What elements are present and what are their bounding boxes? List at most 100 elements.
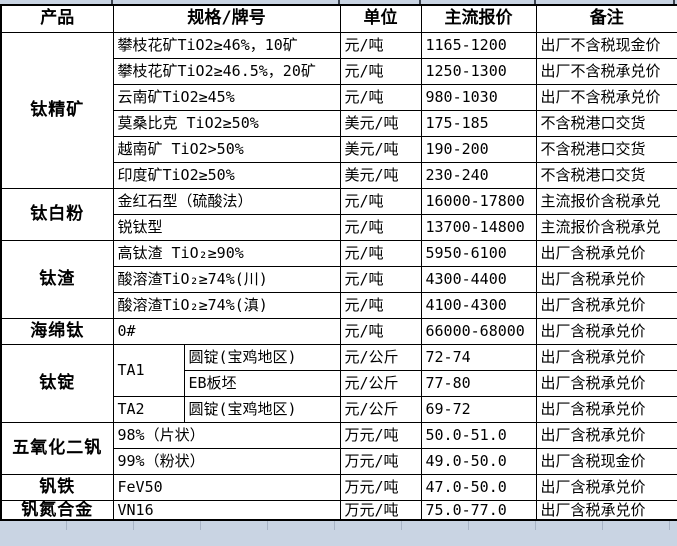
price-cell: 4300-4400 <box>420 265 537 293</box>
note-cell: 出厂含税承兑价 <box>535 499 677 521</box>
table-row: 酸溶渣TiO₂≥74%(川) 元/吨 4300-4400 出厂含税承兑价 <box>1 265 677 293</box>
table-row: 越南矿 TiO2>50% 美元/吨 190-200 不含税港口交货 <box>1 135 677 163</box>
price-cell: 190-200 <box>420 135 537 163</box>
spec-grade-cell: TA1 <box>112 343 185 397</box>
price-cell: 49.0-50.0 <box>420 447 537 475</box>
table-row: 钛白粉 金红石型（硫酸法） 元/吨 16000-17800 主流报价含税承兑 <box>0 187 677 241</box>
note-cell: 出厂含税承兑价 <box>535 395 677 423</box>
product-cell: 钛锭 <box>0 343 114 423</box>
unit-cell: 美元/吨 <box>339 161 422 189</box>
note-cell: 出厂含税现金价 <box>535 447 677 475</box>
price-cell: 47.0-50.0 <box>420 473 537 501</box>
unit-cell: 元/吨 <box>339 83 422 111</box>
spec-cell: 98%（片状） <box>112 421 341 449</box>
unit-cell: 元/吨 <box>339 239 422 267</box>
spec-grade-cell: TA2 <box>112 395 185 423</box>
table-row: 海绵钛 0# 元/吨 66000-68000 出厂含税承兑价 <box>0 317 677 345</box>
note-cell: 出厂含税承兑价 <box>535 265 677 293</box>
table-row: 钛锭 TA1 圆锭(宝鸡地区) 元/公斤 72-74 出厂含税承兑价 <box>0 343 677 423</box>
note-cell: 主流报价含税承兑 <box>535 187 677 215</box>
note-cell: 出厂不含税现金价 <box>535 31 677 59</box>
unit-cell: 元/吨 <box>339 31 422 59</box>
price-cell: 175-185 <box>420 109 537 137</box>
table-row: 印度矿TiO2≥50% 美元/吨 230-240 不含税港口交货 <box>1 161 677 189</box>
unit-cell: 元/吨 <box>339 317 422 345</box>
spec-cell: 攀枝花矿TiO2≥46%，10矿 <box>112 31 341 59</box>
price-cell: 1250-1300 <box>420 57 537 85</box>
unit-cell: 元/公斤 <box>339 343 422 371</box>
header-spec: 规格/牌号 <box>112 4 341 33</box>
price-cell: 230-240 <box>420 161 537 189</box>
spreadsheet-margin-bottom <box>0 521 677 531</box>
price-cell: 5950-6100 <box>420 239 537 267</box>
spec-cell: 99%（粉状） <box>112 447 341 475</box>
price-table-body: 钛精矿 攀枝花矿TiO2≥46%，10矿 元/吨 1165-1200 出厂不含税现金价攀… <box>0 31 677 521</box>
price-cell: 69-72 <box>420 395 537 423</box>
note-cell: 不含税港口交货 <box>535 161 677 189</box>
note-cell: 出厂含税承兑价 <box>535 421 677 449</box>
spec-cell: 越南矿 TiO2>50% <box>112 135 341 163</box>
header-note: 备注 <box>535 4 677 33</box>
spec-detail-cell: EB板坯 <box>183 369 341 397</box>
table-row: EB板坯 元/公斤 77-80 出厂含税承兑价 <box>1 369 677 397</box>
gridline <box>419 0 421 4</box>
header-unit: 单位 <box>339 4 422 33</box>
spreadsheet-margin-top <box>0 0 677 4</box>
unit-cell: 万元/吨 <box>339 447 422 475</box>
note-cell: 出厂不含税承兑价 <box>535 57 677 85</box>
price-cell: 77-80 <box>420 369 537 397</box>
unit-cell: 美元/吨 <box>339 109 422 137</box>
note-cell: 出厂含税承兑价 <box>535 291 677 319</box>
price-cell: 72-74 <box>420 343 537 371</box>
price-cell: 980-1030 <box>420 83 537 111</box>
unit-cell: 元/吨 <box>339 213 422 241</box>
price-cell: 4100-4300 <box>420 291 537 319</box>
product-cell: 海绵钛 <box>0 317 114 345</box>
table-row: 酸溶渣TiO₂≥74%(滇) 元/吨 4100-4300 出厂含税承兑价 <box>1 291 677 319</box>
spec-detail-cell: 圆锭(宝鸡地区) <box>183 395 341 423</box>
price-cell: 1165-1200 <box>420 31 537 59</box>
spec-cell: 0# <box>112 317 341 345</box>
note-cell: 出厂含税承兑价 <box>535 239 677 267</box>
spec-cell: 锐钛型 <box>112 213 341 241</box>
spec-cell: VN16 <box>112 499 341 521</box>
table-row: 钛精矿 攀枝花矿TiO2≥46%，10矿 元/吨 1165-1200 出厂不含税现金价 <box>0 31 677 189</box>
price-cell: 75.0-77.0 <box>420 499 537 521</box>
gridline <box>338 0 340 4</box>
unit-cell: 万元/吨 <box>339 473 422 501</box>
spec-cell: 酸溶渣TiO₂≥74%(滇) <box>112 291 341 319</box>
spec-cell: 酸溶渣TiO₂≥74%(川) <box>112 265 341 293</box>
product-cell: 钛精矿 <box>0 31 114 189</box>
unit-cell: 元/吨 <box>339 57 422 85</box>
table-row: 钛渣 高钛渣 TiO₂≥90% 元/吨 5950-6100 出厂含税承兑价 <box>0 239 677 319</box>
price-cell: 50.0-51.0 <box>420 421 537 449</box>
unit-cell: 元/吨 <box>339 291 422 319</box>
note-cell: 主流报价含税承兑 <box>535 213 677 241</box>
price-table: 产品 规格/牌号 单位 主流报价 备注 钛精矿 攀枝花矿TiO2≥46%，10矿元… <box>0 4 677 522</box>
spec-cell: 云南矿TiO2≥45% <box>112 83 341 111</box>
spec-cell: 莫桑比克 TiO2≥50% <box>112 109 341 137</box>
unit-cell: 元/公斤 <box>339 369 422 397</box>
unit-cell: 万元/吨 <box>339 499 422 521</box>
spec-cell: 高钛渣 TiO₂≥90% <box>112 239 341 267</box>
table-row: 钒铁 FeV50 万元/吨 47.0-50.0 出厂含税承兑价 <box>0 473 677 501</box>
unit-cell: 美元/吨 <box>339 135 422 163</box>
note-cell: 出厂不含税承兑价 <box>535 83 677 111</box>
product-cell: 钒铁 <box>0 473 114 501</box>
spec-detail-cell: 圆锭(宝鸡地区) <box>183 343 341 371</box>
price-cell: 13700-14800 <box>420 213 537 241</box>
header-row: 产品 规格/牌号 单位 主流报价 备注 <box>0 4 677 33</box>
note-cell: 出厂含税承兑价 <box>535 369 677 397</box>
table-row: TA2 圆锭(宝鸡地区) 元/公斤 69-72 出厂含税承兑价 <box>1 395 677 423</box>
table-row: 99%（粉状） 万元/吨 49.0-50.0 出厂含税现金价 <box>1 447 677 475</box>
price-cell: 66000-68000 <box>420 317 537 345</box>
product-cell: 五氧化二钒 <box>0 421 114 475</box>
header-product: 产品 <box>0 4 114 33</box>
spec-cell: FeV50 <box>112 473 341 501</box>
price-cell: 16000-17800 <box>420 187 537 215</box>
gridline <box>111 0 113 4</box>
spec-cell: 印度矿TiO2≥50% <box>112 161 341 189</box>
note-cell: 不含税港口交货 <box>535 135 677 163</box>
note-cell: 出厂含税承兑价 <box>535 473 677 501</box>
product-cell: 钛白粉 <box>0 187 114 241</box>
